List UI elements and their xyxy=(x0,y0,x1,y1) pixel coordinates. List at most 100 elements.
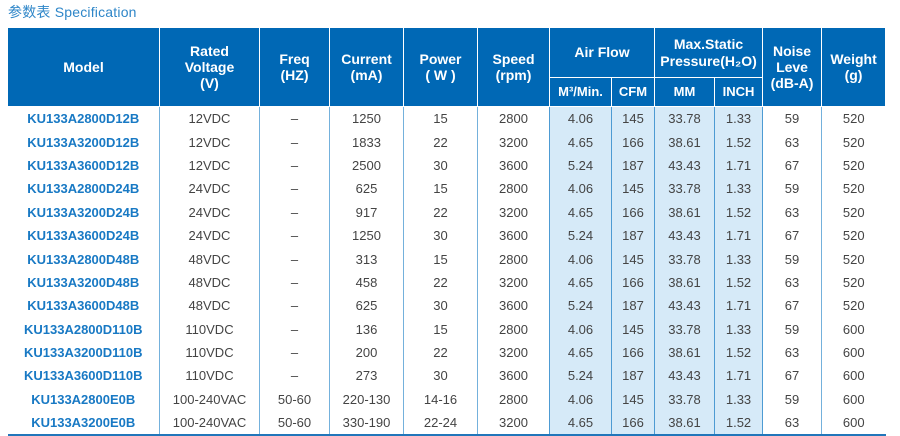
cell-speed_rpm: 3600 xyxy=(477,294,550,318)
cell-air_flow_cfm: 187 xyxy=(610,153,655,178)
cell-weight_g: 600 xyxy=(821,340,886,365)
cell-noise_dba: 59 xyxy=(762,177,822,201)
cell-pressure_mm: 43.43 xyxy=(654,364,715,388)
cell-pressure_mm: 43.43 xyxy=(654,153,715,178)
cell-weight_g: 520 xyxy=(821,153,886,178)
cell-speed_rpm: 3200 xyxy=(477,340,550,365)
cell-pressure_mm: 33.78 xyxy=(654,247,715,271)
cell-air_flow_cfm: 145 xyxy=(610,247,655,271)
cell-weight_g: 600 xyxy=(821,387,886,412)
header-air-flow-cfm: CFM xyxy=(610,77,656,107)
cell-noise_dba: 59 xyxy=(762,106,822,131)
cell-current_ma: 458 xyxy=(329,270,404,295)
cell-weight_g: 520 xyxy=(821,270,886,295)
cell-air_flow_m3_min: 4.06 xyxy=(549,317,612,341)
cell-speed_rpm: 2800 xyxy=(477,177,550,201)
cell-speed_rpm: 2800 xyxy=(477,387,550,412)
cell-air_flow_cfm: 145 xyxy=(610,106,655,131)
cell-rated_voltage_v: 48VDC xyxy=(159,247,260,271)
cell-pressure_inch: 1.71 xyxy=(714,223,763,248)
table-row: KU133A2800D48B 48VDC –313 15 2800 4.06 145 33.7… xyxy=(8,247,886,271)
table-row: KU133A3600D48B 48VDC –625 30 3600 5.24 187 43.4… xyxy=(8,294,886,318)
cell-pressure_mm: 43.43 xyxy=(654,223,715,248)
cell-current_ma: 625 xyxy=(329,177,404,201)
cell-model: KU133A2800E0B xyxy=(31,391,136,407)
cell-air_flow_m3_min: 4.65 xyxy=(549,270,612,295)
cell-speed_rpm: 2800 xyxy=(477,106,550,131)
cell-freq_hz: – xyxy=(259,294,330,318)
cell-power_w: 30 xyxy=(403,364,478,388)
cell-noise_dba: 67 xyxy=(762,294,822,318)
cell-air_flow_cfm: 166 xyxy=(610,200,655,224)
cell-noise_dba: 63 xyxy=(762,270,822,295)
cell-air_flow_cfm: 187 xyxy=(610,294,655,318)
cell-freq_hz: 50-60 xyxy=(259,387,330,412)
table-header: Model Rated Voltage (V) Freq (HZ) Curren… xyxy=(7,27,887,107)
cell-freq_hz: – xyxy=(259,200,330,224)
cell-speed_rpm: 2800 xyxy=(477,247,550,271)
table-row: KU133A3600D24B 24VDC –1250 30 3600 5.24 187 43.… xyxy=(8,223,886,248)
cell-pressure_inch: 1.71 xyxy=(714,294,763,318)
cell-current_ma: 1250 xyxy=(329,223,404,248)
header-freq: Freq (HZ) xyxy=(259,27,330,107)
cell-noise_dba: 59 xyxy=(762,317,822,341)
cell-power_w: 30 xyxy=(403,153,478,178)
cell-rated_voltage_v: 48VDC xyxy=(159,270,260,295)
cell-pressure_inch: 1.33 xyxy=(714,387,763,412)
cell-pressure_inch: 1.33 xyxy=(714,247,763,271)
cell-power_w: 22-24 xyxy=(403,411,478,436)
table-row: KU133A2800D110B 110VDC –136 15 2800 4.06 145 33… xyxy=(8,317,886,341)
cell-pressure_mm: 33.78 xyxy=(654,387,715,412)
cell-power_w: 22 xyxy=(403,130,478,154)
cell-rated_voltage_v: 100-240VAC xyxy=(159,387,260,412)
cell-weight_g: 520 xyxy=(821,247,886,271)
cell-air_flow_m3_min: 4.65 xyxy=(549,340,612,365)
cell-rated_voltage_v: 100-240VAC xyxy=(159,411,260,436)
cell-freq_hz: – xyxy=(259,340,330,365)
header-air-flow-m3min: M³/Min. xyxy=(549,77,612,107)
cell-air_flow_m3_min: 5.24 xyxy=(549,364,612,388)
cell-current_ma: 220-130 xyxy=(329,387,404,412)
table-row: KU133A3200E0B 100-240VAC 50-60 330-190 22-24… xyxy=(8,411,886,436)
cell-model: KU133A2800D110B xyxy=(23,321,143,337)
header-power: Power ( W ) xyxy=(403,27,478,107)
cell-model: KU133A3600D110B xyxy=(23,368,143,384)
cell-model: KU133A2800D12B xyxy=(27,111,140,127)
cell-pressure_inch: 1.52 xyxy=(714,130,763,154)
table-row: KU133A3600D110B 110VDC –273 30 3600 5.24 187 43… xyxy=(8,364,886,388)
cell-rated_voltage_v: 110VDC xyxy=(159,364,260,388)
cell-noise_dba: 63 xyxy=(762,130,822,154)
cell-noise_dba: 63 xyxy=(762,340,822,365)
cell-pressure_inch: 1.33 xyxy=(714,317,763,341)
cell-freq_hz: 50-60 xyxy=(259,411,330,436)
cell-model: KU133A3600D12B xyxy=(27,157,140,173)
cell-rated_voltage_v: 24VDC xyxy=(159,177,260,201)
cell-rated_voltage_v: 24VDC xyxy=(159,200,260,224)
cell-pressure_inch: 1.52 xyxy=(714,200,763,224)
cell-current_ma: 2500 xyxy=(329,153,404,178)
cell-weight_g: 520 xyxy=(821,106,886,131)
page-title: 参数表 Specification xyxy=(8,4,137,20)
cell-pressure_inch: 1.71 xyxy=(714,364,763,388)
cell-power_w: 22 xyxy=(403,270,478,295)
cell-freq_hz: – xyxy=(259,130,330,154)
cell-model: KU133A3200D12B xyxy=(27,134,140,150)
header-pressure-mm: MM xyxy=(654,77,716,107)
cell-weight_g: 600 xyxy=(821,364,886,388)
cell-pressure_mm: 38.61 xyxy=(654,270,715,295)
header-current: Current (mA) xyxy=(329,27,404,107)
cell-air_flow_m3_min: 4.65 xyxy=(549,200,612,224)
cell-model: KU133A3600D48B xyxy=(27,298,140,314)
cell-pressure_inch: 1.71 xyxy=(714,153,763,178)
header-air-flow: Air Flow xyxy=(548,27,656,78)
cell-freq_hz: – xyxy=(259,364,330,388)
table-row: KU133A2800D12B 12VDC –1250 15 2800 4.06 145 33.… xyxy=(8,106,886,131)
cell-air_flow_m3_min: 5.24 xyxy=(549,294,612,318)
cell-air_flow_m3_min: 4.06 xyxy=(549,106,612,131)
cell-speed_rpm: 3200 xyxy=(477,411,550,436)
cell-pressure_inch: 1.52 xyxy=(714,340,763,365)
cell-freq_hz: – xyxy=(259,270,330,295)
cell-freq_hz: – xyxy=(259,317,330,341)
header-max-static-pressure: Max.Static Pressure(H₂O) xyxy=(654,27,764,78)
cell-current_ma: 625 xyxy=(329,294,404,318)
